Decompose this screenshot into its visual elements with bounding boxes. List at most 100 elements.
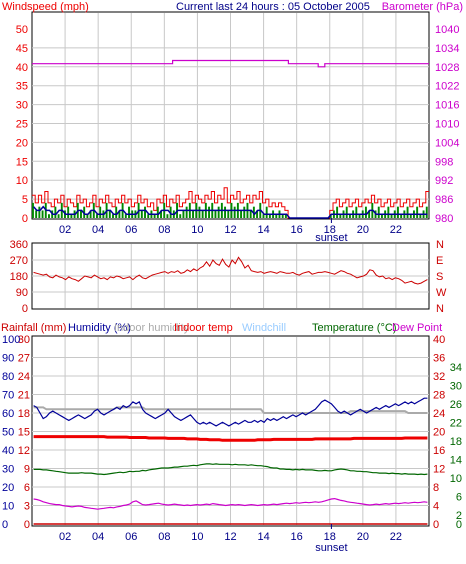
avg-wind-bar <box>233 206 236 218</box>
avg-wind-bar <box>281 214 284 218</box>
temperature-tick-label-b: 34 <box>450 362 462 374</box>
temp-hour-tick-label: 16 <box>291 531 303 543</box>
barometer-tick-label: 986 <box>435 194 453 206</box>
wind-hour-tick-label: 22 <box>390 224 402 236</box>
legend-humidity: Humidity (%) <box>68 322 131 334</box>
barometer-axis-ticks: 980 986 992 998 1004 1010 1016 1022 1028 1034 1040 <box>435 24 459 225</box>
barometer-tick-label: 992 <box>435 175 453 187</box>
wind-chart-series <box>32 59 429 219</box>
avg-wind-bar <box>32 202 34 218</box>
humidity-tick-label: 60 <box>2 408 14 420</box>
avg-wind-bar <box>348 214 351 218</box>
temp-hour-axis-ticks: 02 04 06 08 10 12 14 16 18 20 22 <box>59 524 402 543</box>
rainfall-tick-label: 21 <box>18 390 30 402</box>
humidity-axis-ticks: 0 10 20 30 40 50 60 70 80 90 100 <box>2 334 20 531</box>
direction-compass-label: S <box>436 271 443 283</box>
avg-wind-bar <box>179 214 182 218</box>
wind-hour-tick-label: 12 <box>224 224 236 236</box>
avg-wind-bar <box>166 214 169 218</box>
barometer-line <box>32 59 429 68</box>
avg-wind-bar <box>396 206 399 218</box>
barometer-tick-label: 1040 <box>435 24 459 36</box>
temperature-line <box>33 463 428 476</box>
temperature-tick-label-a: 12 <box>433 464 445 476</box>
avg-wind-bar <box>140 210 143 218</box>
rainfall-tick-label: 12 <box>18 445 30 457</box>
avg-wind-bar <box>35 210 38 218</box>
avg-wind-bar <box>38 206 41 218</box>
windspeed-tick-label: 25 <box>16 119 28 131</box>
avg-wind-bar <box>99 206 102 218</box>
avg-wind-bar <box>390 214 393 218</box>
windspeed-tick-label: 45 <box>16 43 28 55</box>
temperature-tick-label-a: 40 <box>433 334 445 346</box>
windspeed-line <box>33 205 428 219</box>
wind-hour-axis-ticks: 02 04 06 08 10 12 14 16 18 20 22 <box>59 218 402 236</box>
avg-wind-bar <box>198 206 201 218</box>
avg-wind-bar <box>217 206 220 218</box>
rainfall-tick-label: 30 <box>18 334 30 346</box>
wind-hour-tick-label: 16 <box>291 224 303 236</box>
temperature-tick-label-b: 6 <box>456 491 462 503</box>
humidity-tick-label: 40 <box>2 445 14 457</box>
windspeed-tick-label: 30 <box>16 100 28 112</box>
direction-compass-label: W <box>436 287 447 299</box>
windspeed-tick-label: 40 <box>16 62 28 74</box>
direction-degree-ticks: 0 90 180 270 360 <box>10 239 28 315</box>
temperature-tick-label-a: 32 <box>433 371 445 383</box>
temperature-tick-label-b: 14 <box>450 454 462 466</box>
avg-wind-bar <box>275 214 278 218</box>
avg-wind-bar <box>409 214 412 218</box>
temperature-tick-label-b: 0 <box>456 519 462 531</box>
windspeed-axis-label: Windspeed (mph) <box>2 1 89 13</box>
avg-wind-bar <box>54 206 57 218</box>
direction-degree-label: 0 <box>22 303 28 315</box>
avg-wind-bar <box>345 206 348 218</box>
dewpoint-line <box>33 497 428 510</box>
temp-hour-tick-label: 18 <box>324 531 336 543</box>
avg-wind-bar <box>227 210 230 218</box>
avg-wind-bar <box>70 214 73 218</box>
barometer-tick-label: 998 <box>435 156 453 168</box>
temperature-tick-label-a: 20 <box>433 427 445 439</box>
wind-hour-tick-label: 04 <box>92 224 104 236</box>
direction-compass-label: N <box>436 239 444 251</box>
barometer-tick-label: 1022 <box>435 81 459 93</box>
barometer-axis-label: Barometer (hPa) <box>382 1 463 13</box>
avg-wind-bar <box>355 206 358 218</box>
avg-wind-bar <box>57 214 60 218</box>
legend-indoor-temp: Indoor temp <box>174 322 233 334</box>
legend-temperature: Temperature (°C) <box>312 322 396 334</box>
temp-hour-tick-label: 02 <box>59 531 71 543</box>
temp-chart-grid <box>32 337 429 525</box>
avg-wind-bar <box>249 210 252 218</box>
barometer-tick-label: 1004 <box>435 137 459 149</box>
humidity-tick-label: 80 <box>2 371 14 383</box>
temperature-tick-label-b: 10 <box>450 473 462 485</box>
legend-dewpoint: Dew Point <box>392 322 442 334</box>
temperature-tick-label-b: 2 <box>456 510 462 522</box>
avg-wind-bar <box>89 210 92 218</box>
temp-hour-tick-label: 22 <box>390 531 402 543</box>
humidity-tick-label: 90 <box>2 353 14 365</box>
direction-compass-label: E <box>436 255 443 267</box>
temp-hour-tick-label: 06 <box>125 531 137 543</box>
rainfall-tick-label: 0 <box>24 519 30 531</box>
temperature-tick-label-a: 24 <box>433 408 445 420</box>
temp-hour-tick-label: 10 <box>191 531 203 543</box>
avg-wind-bar <box>128 206 130 218</box>
avg-wind-bar <box>243 206 246 218</box>
sunset-label-bottom: sunset <box>315 542 347 554</box>
temperature-tick-label-a: 36 <box>433 353 445 365</box>
wind-gust-line <box>32 187 429 219</box>
windspeed-axis-ticks: 0 5 10 15 20 25 30 35 40 45 50 <box>16 24 28 225</box>
avg-wind-bar <box>214 210 217 218</box>
temperature-tick-label-b: 22 <box>450 417 462 429</box>
barometer-tick-label: 980 <box>435 213 453 225</box>
wind-chart-grid <box>32 13 429 218</box>
humidity-tick-label: 10 <box>2 501 14 513</box>
